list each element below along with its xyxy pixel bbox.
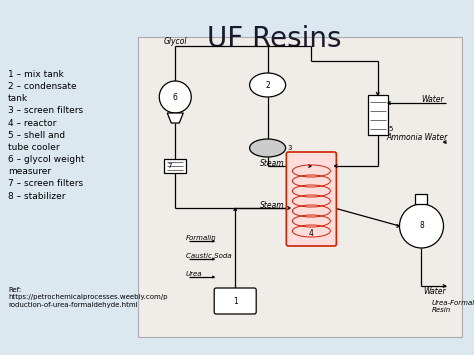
Text: Glycol: Glycol	[164, 38, 187, 47]
Polygon shape	[167, 113, 183, 123]
FancyBboxPatch shape	[164, 159, 186, 173]
Text: 8: 8	[419, 222, 424, 230]
FancyBboxPatch shape	[368, 95, 388, 135]
Text: 7: 7	[167, 163, 172, 169]
Text: 6: 6	[173, 93, 178, 102]
Text: 3: 3	[288, 145, 292, 151]
Text: 1 – mix tank
2 – condensate
tank
3 – screen filters
4 – reactor
5 – shell and
tu: 1 – mix tank 2 – condensate tank 3 – scr…	[8, 70, 84, 201]
Text: Ammonia Water: Ammonia Water	[387, 133, 448, 142]
Polygon shape	[138, 37, 462, 337]
Text: Water: Water	[421, 94, 444, 104]
Circle shape	[159, 81, 191, 113]
Ellipse shape	[250, 73, 286, 97]
FancyBboxPatch shape	[286, 152, 337, 246]
Text: Water: Water	[423, 286, 446, 295]
FancyBboxPatch shape	[416, 194, 428, 204]
Text: Steam: Steam	[260, 158, 284, 168]
Text: Urea-Formaldehyde
Resin: Urea-Formaldehyde Resin	[431, 300, 474, 313]
Circle shape	[400, 204, 444, 248]
Text: 1: 1	[233, 296, 237, 306]
Text: UF Resins: UF Resins	[207, 25, 341, 53]
Text: Steam: Steam	[260, 201, 284, 209]
Text: Ref:
https://petrochemicalprocesses.weebly.com/p
roduction-of-urea-formaldehyde.: Ref: https://petrochemicalprocesses.weeb…	[8, 287, 167, 308]
Text: Formalin: Formalin	[186, 235, 217, 241]
FancyBboxPatch shape	[214, 288, 256, 314]
Text: 2: 2	[265, 81, 270, 89]
Text: 5: 5	[389, 126, 393, 132]
Ellipse shape	[250, 139, 286, 157]
Text: Urea: Urea	[186, 271, 202, 277]
Text: 4: 4	[309, 229, 314, 238]
Text: Caustic Soda: Caustic Soda	[186, 253, 231, 259]
